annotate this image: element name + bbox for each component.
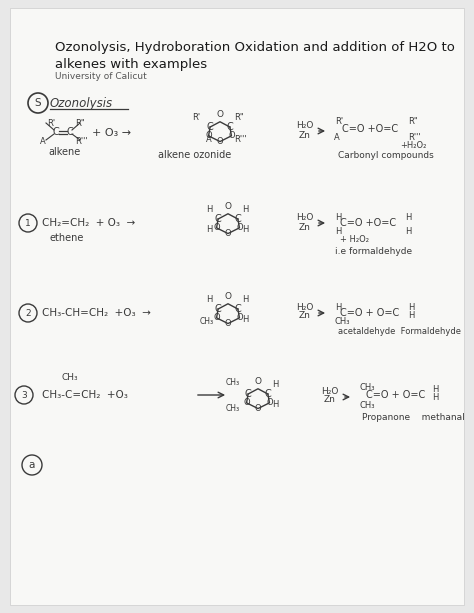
Text: O: O <box>217 110 224 119</box>
Text: O: O <box>236 223 243 232</box>
Text: O: O <box>255 377 262 386</box>
Text: C: C <box>67 127 73 137</box>
Text: CH₃: CH₃ <box>226 378 240 387</box>
Text: +H₂O₂: +H₂O₂ <box>400 140 427 150</box>
Text: + H₂O₂: + H₂O₂ <box>340 235 369 245</box>
Text: H: H <box>242 205 248 213</box>
Text: O: O <box>236 313 243 322</box>
Text: R': R' <box>192 113 200 121</box>
Text: O: O <box>205 131 212 140</box>
Text: alkene ozonide: alkene ozonide <box>158 150 232 160</box>
Text: R': R' <box>335 116 343 126</box>
Text: CH₂=CH₂  + O₃  →: CH₂=CH₂ + O₃ → <box>42 218 135 228</box>
Text: H: H <box>432 394 438 403</box>
Text: O: O <box>266 398 273 408</box>
Text: Ozonolysis: Ozonolysis <box>50 96 113 110</box>
Text: O: O <box>225 319 231 328</box>
Text: R": R" <box>75 118 85 128</box>
Text: H: H <box>408 311 414 319</box>
FancyBboxPatch shape <box>10 8 464 605</box>
Text: H: H <box>242 294 248 303</box>
Text: University of Calicut: University of Calicut <box>55 72 147 81</box>
Text: A: A <box>40 137 46 145</box>
Text: 1: 1 <box>25 218 31 227</box>
Text: Zn: Zn <box>299 131 311 140</box>
Text: C=O +O=C: C=O +O=C <box>340 218 396 228</box>
Text: 3: 3 <box>21 390 27 400</box>
Text: Carbonyl compounds: Carbonyl compounds <box>338 151 434 159</box>
Text: C: C <box>245 389 252 399</box>
Text: acetaldehyde  Formaldehyde: acetaldehyde Formaldehyde <box>338 327 461 335</box>
Text: C: C <box>207 122 213 132</box>
Text: Propanone    methanal: Propanone methanal <box>362 413 465 422</box>
Text: H: H <box>272 400 278 408</box>
Text: H: H <box>335 213 341 223</box>
Text: C=O + O=C: C=O + O=C <box>340 308 399 318</box>
Text: O: O <box>255 404 261 413</box>
Text: CH₃: CH₃ <box>335 316 350 326</box>
Text: C: C <box>215 214 221 224</box>
Text: H: H <box>242 314 248 324</box>
Text: alkene: alkene <box>48 147 80 157</box>
Text: C=O + O=C: C=O + O=C <box>366 390 425 400</box>
Text: H: H <box>405 213 411 223</box>
Text: CH₃: CH₃ <box>360 383 375 392</box>
Text: A: A <box>334 132 340 142</box>
Text: H: H <box>206 224 212 234</box>
Text: CH₃-CH=CH₂  +O₃  →: CH₃-CH=CH₂ +O₃ → <box>42 308 151 318</box>
Text: O: O <box>213 223 220 232</box>
Text: C: C <box>53 127 59 137</box>
Text: A: A <box>206 134 212 143</box>
Text: Ozonolysis, Hydroboration Oxidation and addition of H2O to
alkenes with examples: Ozonolysis, Hydroboration Oxidation and … <box>55 41 455 71</box>
Text: Zn: Zn <box>299 223 311 232</box>
Text: CH₃: CH₃ <box>226 403 240 413</box>
Text: CH₃-C=CH₂  +O₃: CH₃-C=CH₂ +O₃ <box>42 390 128 400</box>
Text: C: C <box>227 122 233 132</box>
Text: O: O <box>225 202 231 211</box>
Text: H₂O: H₂O <box>296 213 314 223</box>
Text: H₂O: H₂O <box>296 121 314 131</box>
Text: O: O <box>228 131 235 140</box>
Text: Zn: Zn <box>324 395 336 405</box>
Text: CH₃: CH₃ <box>62 373 79 383</box>
Text: C: C <box>235 304 241 314</box>
Text: H: H <box>335 302 341 311</box>
Text: H: H <box>432 384 438 394</box>
Text: C: C <box>215 304 221 314</box>
Text: C=O +O=C: C=O +O=C <box>342 124 398 134</box>
Text: R''': R''' <box>234 134 246 143</box>
Text: H₂O: H₂O <box>296 302 314 311</box>
Text: O: O <box>225 229 231 238</box>
Text: R": R" <box>408 116 418 126</box>
Text: CH₃: CH₃ <box>360 400 375 409</box>
Text: C: C <box>264 389 271 399</box>
Text: H: H <box>405 226 411 235</box>
Text: H: H <box>272 379 278 389</box>
Text: R': R' <box>47 118 55 128</box>
Text: R": R" <box>234 113 244 121</box>
Text: ethene: ethene <box>50 233 84 243</box>
Text: R''': R''' <box>75 137 88 145</box>
Text: a: a <box>29 460 35 470</box>
Text: O: O <box>217 137 223 146</box>
Text: 2: 2 <box>25 308 31 318</box>
Text: H: H <box>335 226 341 235</box>
Text: CH₃: CH₃ <box>200 316 214 326</box>
Text: H: H <box>242 224 248 234</box>
Text: H: H <box>408 302 414 311</box>
Text: H: H <box>206 205 212 213</box>
Text: H: H <box>206 294 212 303</box>
Text: Zn: Zn <box>299 311 311 321</box>
Text: O: O <box>243 398 250 408</box>
Text: + O₃ →: + O₃ → <box>92 128 131 138</box>
Text: i.e formaldehyde: i.e formaldehyde <box>335 246 412 256</box>
Text: H₂O: H₂O <box>321 387 339 395</box>
Text: S: S <box>35 98 41 108</box>
Text: O: O <box>225 292 231 301</box>
Text: R''': R''' <box>408 132 420 142</box>
Text: O: O <box>213 313 220 322</box>
Text: C: C <box>235 214 241 224</box>
